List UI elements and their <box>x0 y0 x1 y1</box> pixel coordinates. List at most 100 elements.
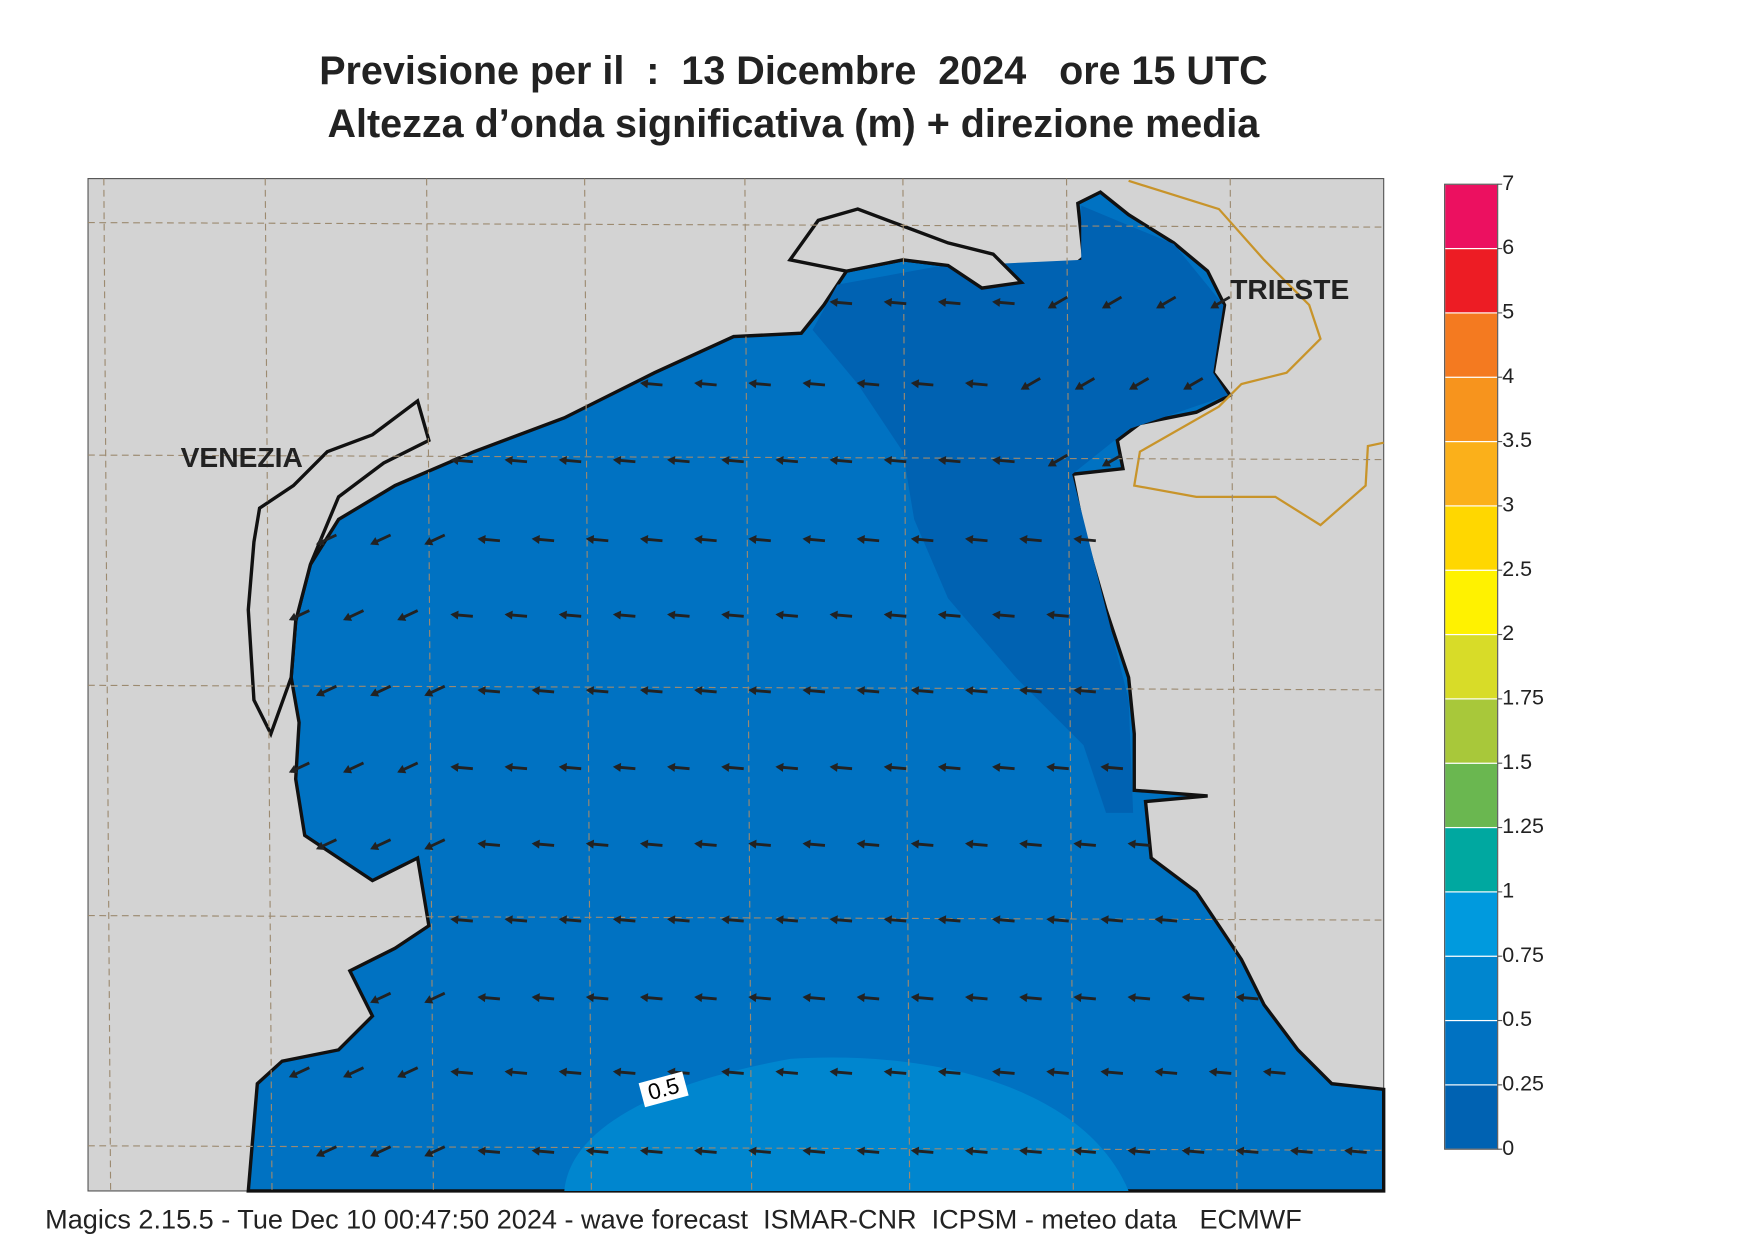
colorbar-label: 7 <box>1502 171 1514 195</box>
wave-arrow <box>856 1146 880 1156</box>
wave-arrow <box>315 533 337 546</box>
wave-arrow <box>1101 295 1123 309</box>
colorbar-label: 5 <box>1502 300 1514 324</box>
wave-arrow <box>1154 1067 1178 1077</box>
wave-arrow <box>775 762 799 772</box>
wave-arrow <box>343 1066 365 1078</box>
arrow-head <box>965 379 974 389</box>
wave-arrow <box>937 915 961 925</box>
arrow-head <box>937 610 947 620</box>
arrow-head <box>1046 1067 1055 1077</box>
arrow-head <box>612 1067 622 1077</box>
colorbar-swatch <box>1444 247 1499 314</box>
wave-arrow <box>748 379 771 389</box>
wave-arrow <box>829 762 853 772</box>
arrow-head <box>802 686 811 696</box>
arrow-head <box>937 455 947 465</box>
wave-arrow <box>585 534 609 544</box>
wave-arrow <box>288 1066 310 1078</box>
wave-arrow <box>558 1067 582 1077</box>
wave-arrow <box>1047 295 1068 309</box>
wave-arrow <box>450 610 473 620</box>
arrow-head <box>477 1146 486 1156</box>
wave-arrow <box>937 455 961 465</box>
parallel <box>88 684 1384 691</box>
arrow-head <box>965 993 974 1003</box>
colorbar-label: 0.25 <box>1502 1072 1544 1096</box>
colorbar-swatch <box>1444 633 1499 700</box>
arrow-head <box>937 1067 947 1077</box>
arrow-head <box>288 765 298 774</box>
arrow-head <box>667 915 676 925</box>
colorbar-swatch <box>1444 569 1499 636</box>
arrow-head <box>1101 458 1112 467</box>
arrow-head <box>775 762 784 772</box>
arrow-head <box>694 379 703 389</box>
wave-arrow <box>856 379 880 389</box>
wave-arrow <box>558 915 582 925</box>
arrow-head <box>585 839 595 849</box>
arrow-head <box>585 993 595 1003</box>
arrow-head <box>450 1067 459 1077</box>
wave-arrow <box>450 762 473 772</box>
arrow-head <box>424 1148 434 1157</box>
arrow-head <box>531 839 540 849</box>
arrow-head <box>802 993 811 1003</box>
wave-arrow <box>748 686 771 696</box>
arrow-head <box>585 534 595 544</box>
wave-arrow <box>856 534 880 544</box>
wave-arrow <box>802 839 826 849</box>
wave-arrow <box>829 297 853 307</box>
wave-arrow <box>965 839 988 849</box>
lagoon <box>246 207 1025 739</box>
contour-label-box: 0.5 <box>638 1071 689 1108</box>
arrow-head <box>1019 686 1028 696</box>
arrow-head <box>370 688 380 697</box>
arrow-head <box>504 762 513 772</box>
wave-arrow <box>1100 762 1124 772</box>
wave-arrow <box>558 762 582 772</box>
colorbar-swatch <box>1444 376 1499 443</box>
arrow-head <box>639 379 649 389</box>
colorbar-label: 0.75 <box>1502 943 1544 967</box>
wave-arrow <box>612 455 636 465</box>
parallel <box>88 454 1384 461</box>
colorbar: 0 0.25 0.5 0.75 1 1.25 1.5 1.75 2 2.5 3 3.5 4 5 6 7 <box>1444 171 1544 1160</box>
arrow-head <box>829 762 838 772</box>
colorbar-label: 3.5 <box>1502 428 1532 452</box>
parallel <box>88 915 1384 921</box>
arrow-head <box>1127 1146 1136 1156</box>
arrow-head <box>1262 1067 1272 1077</box>
arrow-head <box>937 915 947 925</box>
wave-arrow <box>1073 1146 1096 1156</box>
arrow-head <box>1290 1146 1299 1156</box>
graticule <box>88 178 1384 1191</box>
wave-arrow <box>1019 534 1042 544</box>
wave-arrow <box>1235 1146 1259 1156</box>
wave-arrow <box>397 609 419 621</box>
colorbar-label: 1.25 <box>1502 814 1544 838</box>
wave-arrow <box>775 455 799 465</box>
wave-arrow <box>1262 1067 1286 1077</box>
colorbar-frame <box>1444 183 1499 1150</box>
arrow-head <box>992 915 1001 925</box>
wave-arrow <box>1046 915 1069 925</box>
arrow-head <box>748 379 757 389</box>
wave-arrow <box>910 839 934 849</box>
wave-arrow <box>531 534 555 544</box>
wave-arrow <box>531 993 555 1003</box>
wave-arrow <box>694 534 717 544</box>
arrow-head <box>667 610 676 620</box>
arrow-head <box>1235 993 1245 1003</box>
wave-arrow <box>1019 686 1042 696</box>
arrow-head <box>504 915 513 925</box>
wave-arrow <box>748 839 771 849</box>
arrow-head <box>424 537 434 546</box>
arrow-head <box>1073 534 1082 544</box>
arrow-head <box>1074 381 1084 390</box>
wave-arrow <box>775 610 799 620</box>
wave-arrow <box>504 762 528 772</box>
colorbar-label: 4 <box>1502 364 1514 388</box>
wave-arrow <box>558 610 582 620</box>
